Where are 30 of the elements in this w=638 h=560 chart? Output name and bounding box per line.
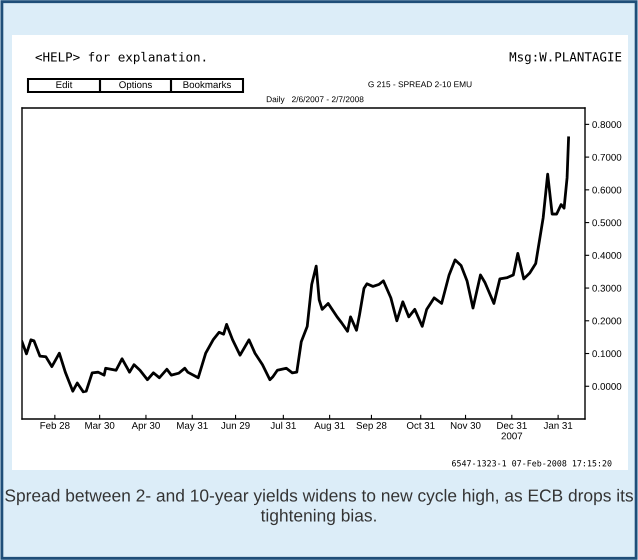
x-tick-label: Mar 30 [85, 422, 114, 429]
text: 6547-1323-1 07-Feb-2008 17:15:20 [452, 460, 612, 466]
y-tick-label: 0.2000 [592, 318, 622, 324]
y-tick-label: 0.7000 [592, 154, 622, 161]
text: Options [119, 80, 152, 90]
x-tick-label: Nov 30 [450, 422, 481, 429]
x-tick-label: Jan 31 [544, 422, 572, 429]
x-tick-label: Apr 30 [132, 422, 160, 431]
text: Msg:W.PLANTAGIE [510, 52, 622, 64]
y-tick-label: 0.1000 [592, 350, 622, 358]
text: Bookmarks [183, 80, 231, 88]
y-tick-label: 0.6000 [592, 186, 622, 194]
x-tick-label: May 31 [177, 422, 208, 431]
text: <HELP> for explanation. [36, 52, 206, 64]
chart-subtitle: Daily 2/6/2007 - 2/7/2008 [266, 96, 364, 104]
chart-title: G 215 - SPREAD 2-10 EMU [368, 81, 472, 88]
y-tick-label: 0.4000 [592, 252, 622, 259]
x-tick-label: Feb 28 [40, 422, 70, 429]
x-tick-label: Jul 31 [270, 422, 296, 429]
x-tick-label: Oct 31 [406, 422, 435, 429]
y-tick-label: 0.0000 [592, 382, 622, 390]
text: Edit [56, 80, 72, 88]
y-tick-label: 0.5000 [592, 219, 622, 226]
y-tick-label: 0.8000 [592, 121, 622, 128]
x-tick-label: Sep 28 [356, 422, 386, 431]
text: Spread between 2- and 10-year yields widens to new cycle high, as ECB drops its tightening bias. [5, 488, 633, 526]
y-tick-label: 0.3000 [592, 284, 622, 292]
x-tick-label: Dec 31 2007 [497, 422, 527, 440]
x-tick-label: Aug 31 [314, 422, 345, 431]
x-tick-label: Jun 29 [221, 422, 250, 429]
